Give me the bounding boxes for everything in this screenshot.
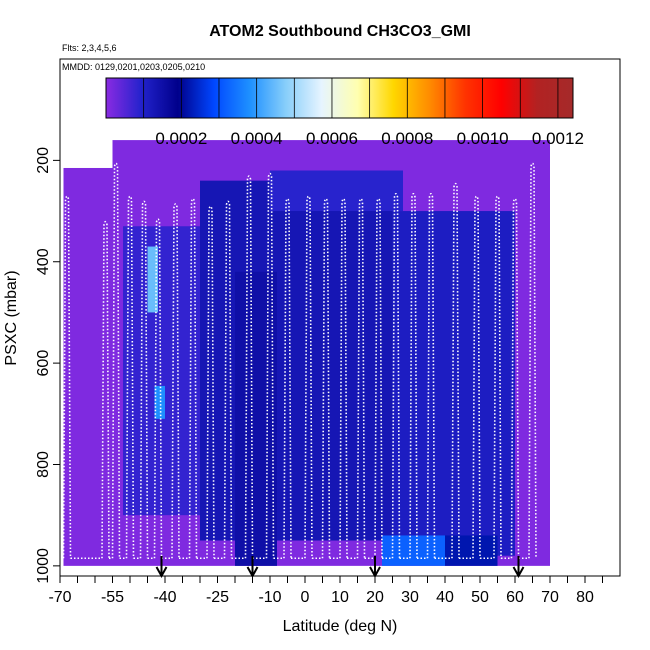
colorbar-tick-label: 0.0012 — [532, 129, 584, 148]
heatmap-cell — [63, 167, 113, 566]
y-tick-label: 800 — [35, 451, 52, 478]
flight-track-profile — [265, 172, 275, 559]
x-tick-label: 30 — [401, 589, 419, 606]
x-tick-label: 40 — [436, 589, 454, 606]
x-axis: -70 -55 -40 -25 -10 0 10 20 30 40 50 60 70 80 — [48, 576, 603, 606]
x-tick-label: 0 — [301, 589, 310, 606]
heatmap-cell — [123, 226, 200, 516]
colorbar-tick-label: 0.0008 — [381, 129, 433, 148]
heatmap-field — [63, 140, 550, 566]
flight-track-profile — [409, 192, 418, 559]
flight-tracks — [62, 162, 537, 560]
y-tick-label: 1000 — [35, 548, 52, 584]
flight-track-profile — [391, 192, 401, 559]
flight-track-profile — [139, 200, 149, 559]
x-tick-label: -55 — [101, 589, 124, 606]
y-tick-label: 400 — [35, 248, 52, 275]
heatmap-cell — [154, 385, 165, 419]
flight-track-profile — [153, 218, 163, 559]
flight-track-profile — [451, 182, 460, 559]
flight-track-profile — [171, 203, 180, 559]
colorbar: 0.0002 0.0004 0.0006 0.0008 0.0010 0.0012 — [105, 77, 584, 148]
x-tick-label: -40 — [153, 589, 176, 606]
x-tick-label: -10 — [258, 589, 281, 606]
colorbar-fill — [106, 78, 573, 118]
x-axis-label: Latitude (deg N) — [283, 618, 398, 635]
flight-track-profile — [223, 200, 233, 559]
colorbar-tick-labels: 0.0002 0.0004 0.0006 0.0008 0.0010 0.0012 — [155, 129, 584, 148]
colorbar-tick-label: 0.0004 — [231, 129, 283, 148]
heatmap-cell — [270, 170, 403, 212]
y-tick-label: 600 — [35, 350, 52, 377]
x-tick-label: 80 — [576, 589, 594, 606]
x-tick-label: -25 — [206, 589, 229, 606]
chart-title: ATOM2 Southbound CH3CO3_GMI — [209, 23, 471, 40]
heatmap-cell — [382, 535, 445, 566]
x-tick-label: 70 — [541, 589, 559, 606]
x-tick-label: 10 — [331, 589, 349, 606]
colorbar-tick-label: 0.0002 — [155, 129, 207, 148]
heatmap-cell — [445, 535, 498, 566]
colorbar-border — [105, 77, 574, 119]
x-tick-label: 50 — [471, 589, 489, 606]
heatmap-cell — [392, 211, 515, 556]
colorbar-tick-lines — [143, 78, 559, 118]
flight-track-profile — [244, 175, 254, 559]
heatmap-cell — [200, 180, 393, 541]
flights-label: Flts: 2,3,4,5,6 — [62, 43, 117, 53]
x-tick-label: -70 — [48, 589, 71, 606]
heatmap-cell — [235, 271, 277, 566]
y-axis-label: PSXC (mbar) — [3, 270, 20, 365]
heatmap-cell — [147, 246, 158, 313]
flight-track-profile — [426, 192, 436, 559]
x-tick-label: 20 — [366, 589, 384, 606]
y-tick-label: 200 — [35, 147, 52, 174]
x-tick-label: 60 — [506, 589, 524, 606]
colorbar-tick-label: 0.0010 — [457, 129, 509, 148]
colorbar-tick-label: 0.0006 — [306, 129, 358, 148]
flight-track-profile — [101, 220, 110, 559]
y-axis: 200 400 600 800 1000 — [35, 147, 60, 584]
dates-label: MMDD: 0129,0201,0203,0205,0210 — [62, 62, 205, 72]
